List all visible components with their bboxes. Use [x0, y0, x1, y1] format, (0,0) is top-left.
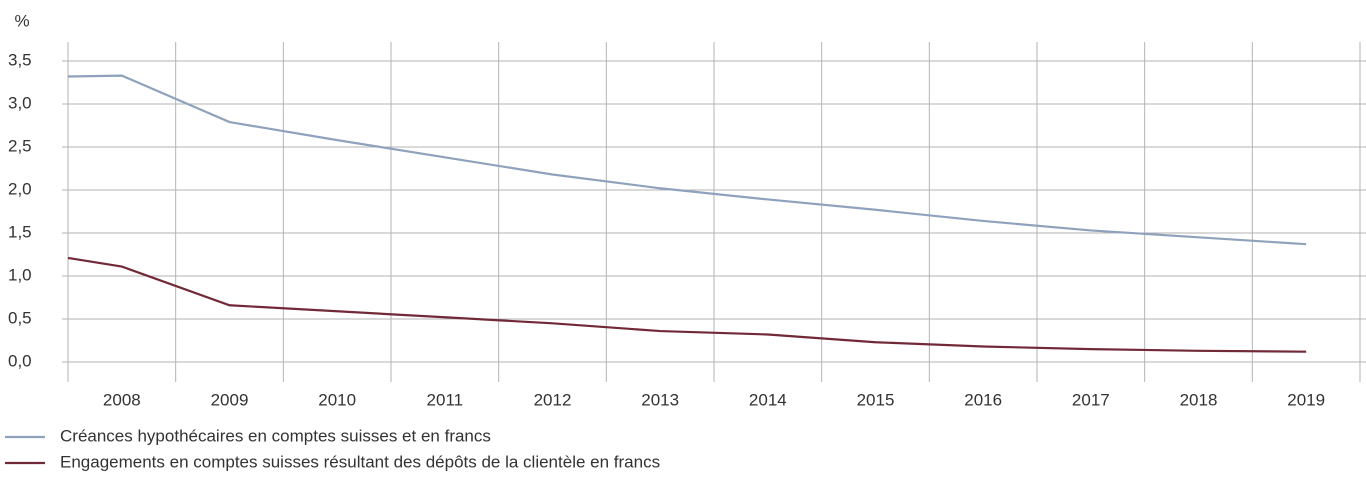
- x-tick-label: 2019: [1287, 390, 1325, 409]
- x-tick-label: 2010: [318, 390, 356, 409]
- y-axis-label: %: [14, 11, 29, 30]
- legend-label: Créances hypothécaires en comptes suisse…: [60, 426, 491, 445]
- x-tick-label: 2008: [103, 390, 141, 409]
- y-tick-label: 0,5: [8, 308, 32, 327]
- series-line: [67, 256, 1307, 353]
- x-tick-label: 2009: [211, 390, 249, 409]
- y-tick-label: 3,0: [8, 93, 32, 112]
- legend-label: Engagements en comptes suisses résultant…: [60, 452, 660, 471]
- y-tick-label: 1,5: [8, 222, 32, 241]
- x-tick-label: 2017: [1072, 390, 1110, 409]
- x-tick-label: 2018: [1180, 390, 1218, 409]
- x-tick-label: 2011: [427, 390, 464, 409]
- x-tick-label: 2014: [749, 390, 787, 409]
- y-tick-label: 2,0: [8, 179, 32, 198]
- x-tick-label: 2012: [534, 390, 572, 409]
- y-tick-label: 0,0: [8, 351, 32, 370]
- series-line: [67, 74, 1307, 246]
- y-tick-label: 2,5: [8, 136, 32, 155]
- y-tick-label: 1,0: [8, 265, 32, 284]
- x-tick-label: 2016: [964, 390, 1002, 409]
- x-tick-label: 2015: [857, 390, 895, 409]
- x-tick-label: 2013: [641, 390, 679, 409]
- y-tick-label: 3,5: [8, 50, 32, 69]
